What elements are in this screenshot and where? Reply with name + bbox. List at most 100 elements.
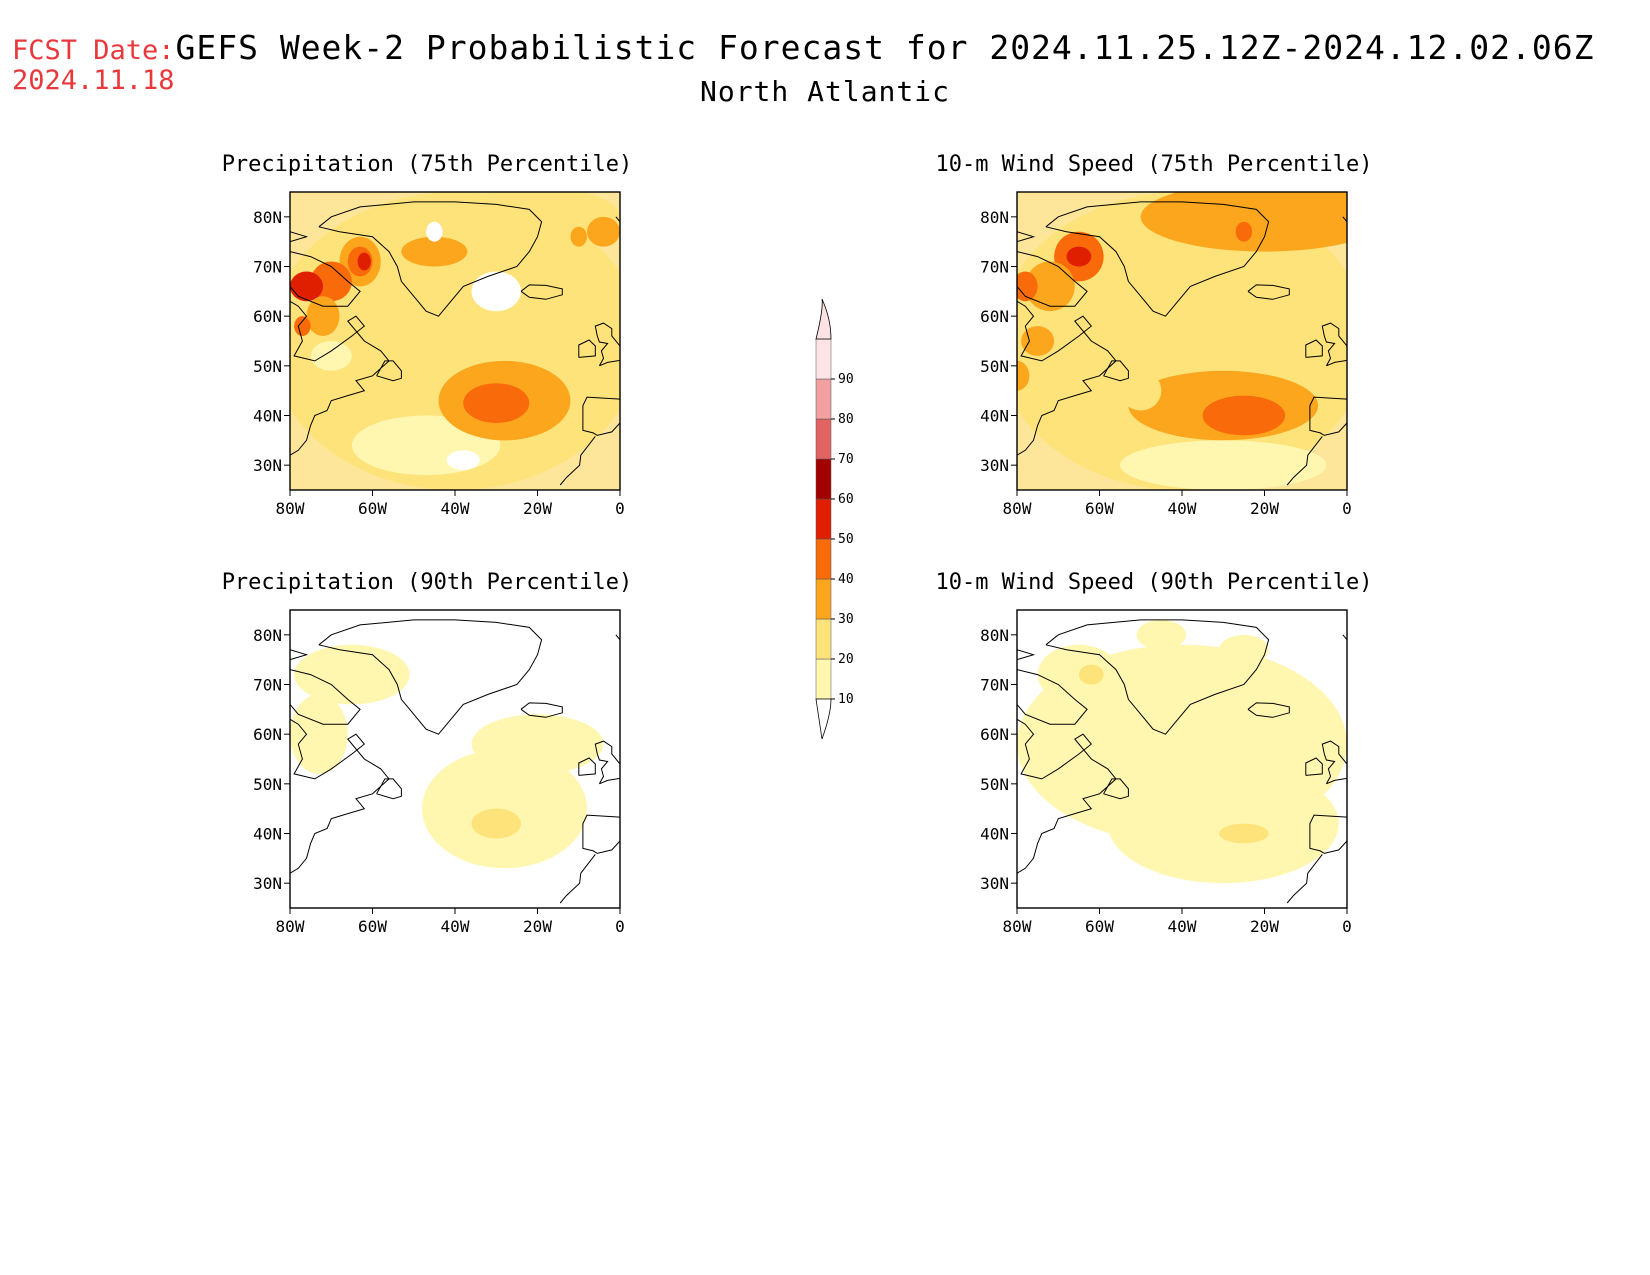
lon-tick-label: 60W: [358, 499, 387, 518]
lat-tick-label: 80N: [253, 208, 282, 227]
shaded-region: [1140, 206, 1182, 227]
shaded-region: [1120, 370, 1162, 411]
coastline-africa: [1286, 436, 1323, 486]
coastline-africa: [1286, 854, 1323, 904]
shaded-region: [1202, 395, 1286, 436]
shaded-region: [1017, 360, 1030, 391]
colorbar-segment: [815, 418, 832, 460]
colorbar-label: 20: [838, 652, 854, 667]
coastline-africa: [559, 436, 596, 486]
shaded-region: [1219, 823, 1269, 844]
map-precip90: 80W 60W 40W 20W 0 80N 70N 60N 50N 40N 30N: [253, 609, 625, 936]
coastline-iberia: [1309, 396, 1347, 436]
colorbar-segment: [815, 498, 832, 540]
shaded-region: [1066, 246, 1092, 267]
shaded-region: [422, 749, 587, 869]
coastline-newfoundland: [376, 360, 402, 382]
lon-tick-label: 20W: [1250, 917, 1279, 936]
map-wind75: 80W 60W 40W 20W 0 80N 70N 60N 50N 40N 30N: [980, 191, 1352, 518]
colorbar-segment: [815, 578, 832, 620]
map-wind90: 80W 60W 40W 20W 0 80N 70N 60N 50N 40N 30N: [980, 609, 1352, 936]
shaded-region: [1120, 440, 1327, 490]
lon-tick-label: 0: [1342, 917, 1352, 936]
lon-tick-label: 20W: [523, 499, 552, 518]
lat-tick-label: 50N: [980, 357, 1009, 376]
colorbar-label: 60: [838, 492, 854, 507]
shaded-region: [1017, 271, 1038, 302]
lat-tick-label: 80N: [980, 208, 1009, 227]
lon-tick-label: 40W: [1168, 917, 1197, 936]
shaded-region: [587, 216, 620, 247]
coastline-britain: [1321, 740, 1347, 785]
lat-tick-label: 50N: [980, 775, 1009, 794]
colorbar-segment: [815, 658, 832, 700]
panel-title-precip75: Precipitation (75th Percentile): [221, 152, 633, 177]
coastline-greenland: [318, 619, 543, 735]
coastline-iberia: [1309, 814, 1347, 854]
lat-tick-label: 70N: [253, 258, 282, 277]
shaded-region: [306, 296, 340, 337]
coastline-britain: [594, 740, 620, 785]
shaded-region: [294, 644, 410, 705]
coastline-ireland: [578, 757, 596, 776]
colorbar-top-arrow: [815, 298, 832, 340]
coastline-iberia: [582, 814, 620, 854]
page-title-region: North Atlantic: [699, 75, 950, 108]
coastline-northam: [290, 300, 390, 456]
shaded-region: [1136, 619, 1187, 650]
lon-tick-label: 80W: [276, 499, 305, 518]
shaded-region: [1107, 763, 1339, 884]
lat-tick-label: 50N: [253, 775, 282, 794]
coastline-iceland: [1247, 284, 1290, 300]
shaded-region: [401, 236, 468, 267]
shaded-region: [570, 226, 587, 247]
lat-tick-label: 30N: [253, 874, 282, 893]
lon-tick-label: 80W: [1003, 917, 1032, 936]
lat-tick-label: 70N: [980, 258, 1009, 277]
coastline-newfoundland: [1103, 778, 1129, 800]
page-title-main: GEFS Week-2 Probabilistic Forecast for 2…: [175, 28, 1595, 67]
colorbar-label: 80: [838, 412, 854, 427]
lon-tick-label: 80W: [276, 917, 305, 936]
lon-tick-label: 0: [615, 917, 625, 936]
coastline-baffin: [1017, 251, 1088, 307]
lat-tick-label: 60N: [253, 307, 282, 326]
colorbar-label: 70: [838, 452, 854, 467]
shaded-region: [357, 252, 371, 271]
lat-tick-label: 30N: [980, 456, 1009, 475]
coastline-ellesmere: [290, 231, 309, 243]
lon-tick-label: 60W: [1085, 499, 1114, 518]
colorbar-label: 30: [838, 612, 854, 627]
colorbar-segment: [815, 458, 832, 500]
coastline-ellesmere: [290, 649, 309, 661]
colorbar-label: 40: [838, 572, 854, 587]
lon-tick-label: 40W: [441, 499, 470, 518]
colorbar-segment: [815, 338, 832, 380]
coastline-baffin: [1017, 669, 1088, 725]
lat-tick-label: 30N: [980, 874, 1009, 893]
lat-tick-label: 40N: [253, 825, 282, 844]
lon-tick-label: 20W: [523, 917, 552, 936]
forecast-date: FCST Date: 2024.11.18: [12, 36, 175, 96]
colorbar-label: 10: [838, 692, 854, 707]
lat-tick-label: 30N: [253, 456, 282, 475]
shaded-region: [446, 450, 480, 471]
colorbar-label: 90: [838, 372, 854, 387]
panel-title-precip90: Precipitation (90th Percentile): [221, 570, 633, 595]
lat-tick-label: 80N: [980, 626, 1009, 645]
coastline-baffin: [290, 669, 361, 725]
lat-tick-label: 60N: [253, 725, 282, 744]
lon-tick-label: 80W: [1003, 499, 1032, 518]
lon-tick-label: 0: [615, 499, 625, 518]
coastline-ireland: [1305, 339, 1323, 358]
coastline-greenland: [1045, 619, 1270, 735]
coastline-greenland: [1045, 201, 1270, 317]
shaded-region: [426, 221, 443, 242]
colorbar-segment: [815, 538, 832, 580]
coastline-britain: [1321, 322, 1347, 367]
coastline-northam: [290, 718, 390, 874]
shaded-region: [1025, 261, 1075, 312]
coastline-iceland: [1247, 702, 1290, 718]
shaded-region: [290, 694, 348, 774]
coastline-northam: [1017, 300, 1117, 456]
